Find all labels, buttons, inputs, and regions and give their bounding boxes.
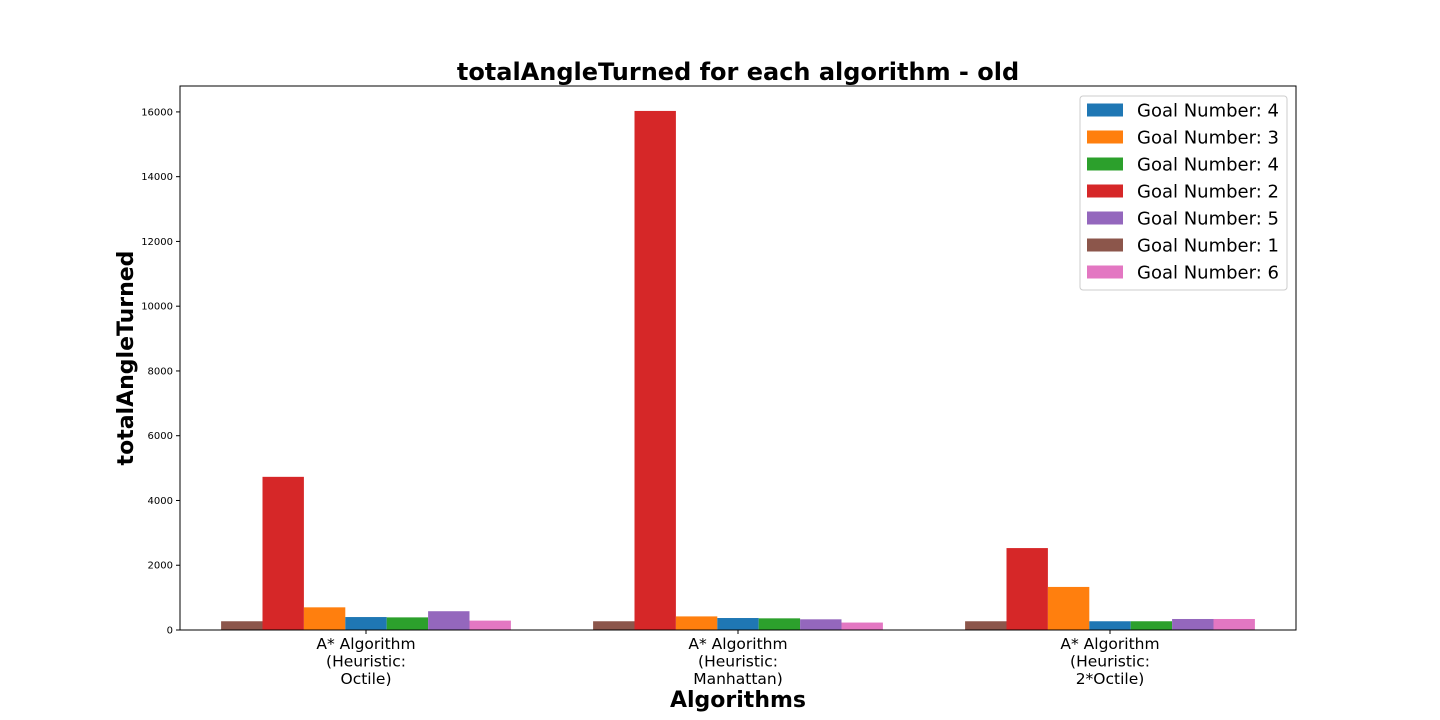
- bar: [1130, 621, 1173, 630]
- bar: [221, 621, 263, 630]
- bar: [593, 621, 635, 630]
- bar: [758, 618, 801, 630]
- bar: [965, 621, 1007, 630]
- bar: [386, 617, 429, 630]
- y-tick-label: 16000: [141, 107, 173, 118]
- y-tick-label: 12000: [141, 237, 173, 248]
- bar: [717, 618, 759, 630]
- legend-label: Goal Number: 4: [1137, 155, 1279, 176]
- legend-swatch: [1087, 103, 1123, 117]
- y-tick-label: 4000: [148, 496, 173, 507]
- y-tick-label: 6000: [148, 431, 173, 442]
- bar: [1213, 618, 1255, 630]
- x-tick-label: A* Algorithm: [1060, 635, 1159, 653]
- bars-group: [221, 110, 1255, 630]
- y-tick-label: 14000: [141, 172, 173, 183]
- bar: [303, 607, 346, 630]
- legend-label: Goal Number: 3: [1137, 128, 1279, 149]
- bar: [1006, 548, 1048, 630]
- legend-swatch: [1087, 157, 1123, 171]
- x-tick-label: Octile): [341, 670, 392, 688]
- bar: [800, 619, 842, 630]
- bar: [345, 617, 387, 630]
- x-tick-label: (Heuristic:: [326, 653, 406, 671]
- legend-label: Goal Number: 2: [1137, 182, 1279, 203]
- x-tick-label: A* Algorithm: [316, 635, 415, 653]
- plot-frame: [179, 85, 1297, 631]
- y-tick-label: 10000: [141, 302, 173, 313]
- bar: [262, 476, 304, 630]
- bar: [675, 616, 718, 630]
- bar: [1089, 621, 1131, 630]
- bar: [841, 622, 883, 630]
- x-tick-label: (Heuristic:: [1070, 653, 1150, 671]
- legend-swatch: [1087, 184, 1123, 198]
- legend-box: [1079, 95, 1288, 291]
- y-tick-label: 8000: [148, 366, 173, 377]
- bar: [1047, 586, 1090, 630]
- legend-swatch: [1087, 265, 1123, 279]
- chart-title: totalAngleTurned for each algorithm - ol…: [457, 58, 1019, 86]
- x-axis-label: Algorithms: [670, 688, 806, 713]
- bar: [428, 611, 470, 630]
- legend-label: Goal Number: 6: [1137, 263, 1279, 284]
- legend-swatch: [1087, 130, 1123, 144]
- bar: [469, 620, 511, 630]
- y-axis: 0 2000 4000 6000 8000 10000 12000 14000 16000: [141, 107, 180, 637]
- y-tick-label: 2000: [148, 561, 173, 572]
- legend-label: Goal Number: 4: [1137, 101, 1279, 122]
- x-tick-label: A* Algorithm: [688, 635, 787, 653]
- legend: Goal Number: 4 Goal Number: 3 Goal Number:…: [1079, 95, 1288, 291]
- bar: [634, 110, 676, 630]
- x-tick-label: Manhattan): [693, 670, 783, 688]
- legend-label: Goal Number: 5: [1137, 209, 1279, 230]
- legend-swatch: [1087, 238, 1123, 252]
- bar: [1172, 618, 1214, 630]
- x-axis: A* Algorithm(Heuristic:Octile)A* Algorit…: [316, 630, 1160, 688]
- x-tick-label: 2*Octile): [1076, 670, 1145, 688]
- legend-swatch: [1087, 211, 1123, 225]
- y-tick-label: 0: [167, 626, 173, 637]
- legend-label: Goal Number: 1: [1137, 236, 1279, 257]
- x-tick-label: (Heuristic:: [698, 653, 778, 671]
- y-axis-label: totalAngleTurned: [114, 251, 139, 466]
